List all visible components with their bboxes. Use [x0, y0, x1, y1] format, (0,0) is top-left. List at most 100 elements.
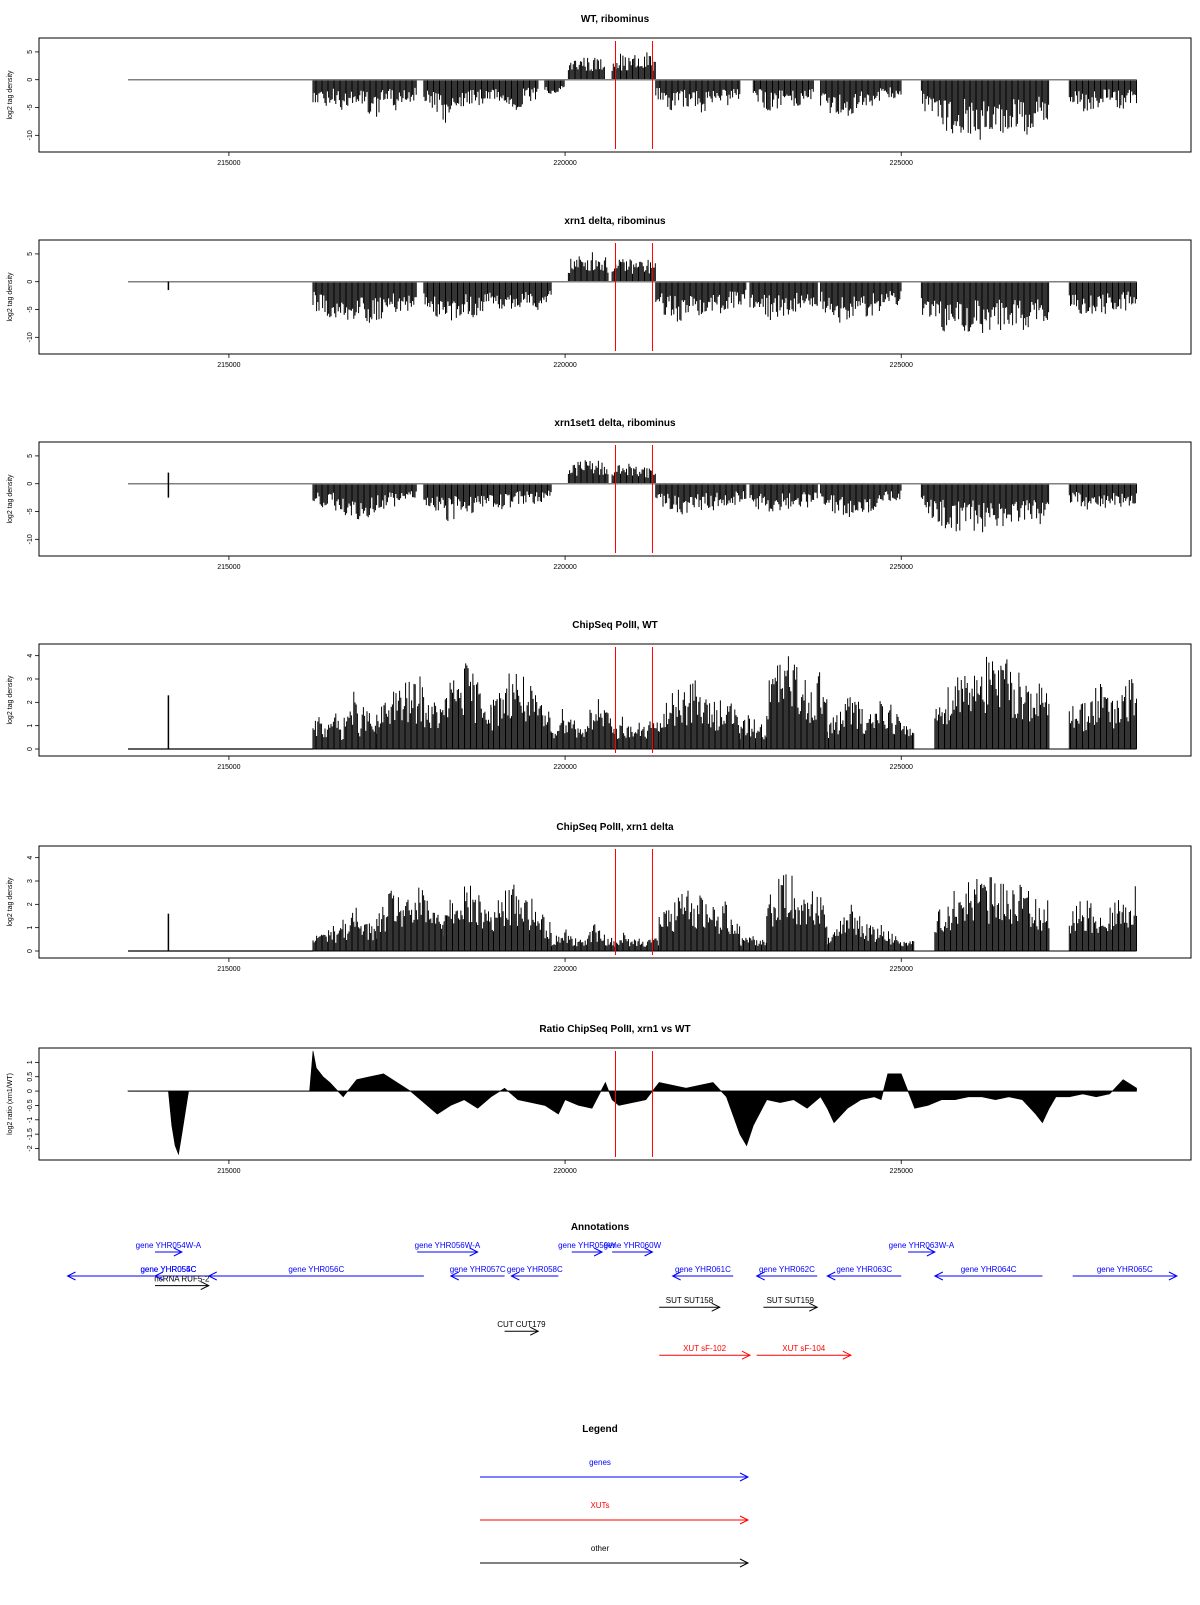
feature-label: gene YHR054C — [140, 1265, 196, 1274]
signal-bars — [443, 885, 492, 951]
feature-arrowhead-icon — [842, 1350, 852, 1360]
signal-segment — [920, 79, 1050, 140]
signal-segment — [820, 483, 902, 517]
y-axis-label: log2 ratio (xrn1/WT) — [7, 1073, 14, 1135]
signal-bars — [739, 715, 767, 749]
signal-bars — [423, 483, 552, 521]
chart-panel-5: ChipSeq PolII, xrn1 delta log2 tag densit… — [7, 822, 1192, 973]
signal-bars — [443, 663, 492, 749]
feature-label: SUT SUT159 — [767, 1296, 815, 1305]
signal-segment — [567, 57, 605, 80]
signal-bars — [820, 483, 902, 517]
signal-bars — [749, 281, 818, 320]
y-axis-label: log2 tag density — [7, 272, 14, 322]
signal-bars — [934, 877, 1050, 951]
signal-bars — [655, 483, 747, 515]
plot-frame — [38, 845, 1192, 959]
signal-segment — [655, 483, 747, 515]
y-axis-label: log2 tag density — [7, 70, 14, 120]
feature-arrowhead-icon — [449, 1271, 460, 1281]
feature-arrowhead-icon — [926, 1247, 936, 1257]
feature-arrowhead-icon — [671, 1271, 681, 1281]
feature-arrowhead-icon — [593, 1247, 604, 1257]
plot-area — [128, 874, 1137, 952]
y-tick-label: 3 — [27, 677, 34, 681]
feature-label: ncRNA RUF5-2 — [154, 1275, 210, 1284]
feature-arrowhead-icon — [755, 1271, 765, 1281]
legend-item: XUTs — [480, 1501, 750, 1525]
y-tick-label: 0 — [27, 1089, 34, 1093]
signal-segment — [820, 281, 902, 323]
y-tick-label: -2 — [27, 1145, 34, 1151]
feature-arrowhead-icon — [529, 1326, 540, 1336]
legend-arrowhead-icon — [739, 1558, 750, 1568]
feature-arrowhead-icon — [66, 1271, 76, 1281]
signal-bars — [611, 463, 656, 484]
signal-segment — [443, 885, 492, 951]
signal-segment — [920, 483, 1050, 533]
feature-label: gene YHR057C — [450, 1265, 506, 1274]
signal-bars — [658, 680, 741, 749]
x-tick-label: 215000 — [217, 564, 240, 571]
signal-segment — [312, 483, 417, 520]
signal-bars — [551, 699, 659, 749]
signal-bars — [1068, 79, 1137, 112]
feature-arrowhead-icon — [741, 1350, 752, 1360]
x-tick-label: 220000 — [553, 160, 576, 167]
feature-label: gene YHR058C — [507, 1265, 563, 1274]
plot-area — [128, 460, 1137, 533]
signal-segment — [1068, 483, 1137, 510]
x-tick-label: 220000 — [553, 966, 576, 973]
legend-arrowhead-icon — [739, 1515, 750, 1525]
feature-arrowhead-icon — [173, 1247, 183, 1257]
signal-segment — [376, 676, 445, 749]
signal-bars — [611, 52, 656, 80]
x-tick-label: 225000 — [890, 764, 913, 771]
feature-arrowhead-icon — [644, 1247, 654, 1257]
x-tick-label: 225000 — [890, 362, 913, 369]
signal-bars — [312, 281, 417, 323]
y-tick-label: 0 — [27, 747, 34, 751]
feature-label: gene YHR063C — [836, 1265, 892, 1274]
y-tick-label: 1 — [27, 1060, 34, 1064]
feature-label: gene YHR056W-A — [415, 1241, 481, 1250]
signal-segment — [1068, 281, 1137, 314]
signal-bars — [820, 79, 902, 116]
y-tick-label: 1 — [27, 926, 34, 930]
signal-bars — [739, 936, 767, 951]
x-tick-label: 220000 — [553, 564, 576, 571]
feature-arrowhead-icon — [711, 1302, 721, 1312]
x-tick-label: 215000 — [217, 362, 240, 369]
signal-segment — [934, 877, 1050, 951]
signal-bars — [376, 887, 445, 951]
signal-bars — [658, 890, 741, 951]
feature-label: gene YHR060W — [603, 1241, 661, 1250]
annotations-panel: Annotations gene YHR054C gene YHR054W-A gen… — [66, 1222, 1179, 1360]
signal-bars — [766, 656, 828, 749]
signal-bars — [1068, 281, 1137, 314]
chart-panel-1: WT, ribominus log2 tag density -10 -5 0 5 2150… — [7, 14, 1192, 167]
chart-panel-6: Ratio ChipSeq PolII, xrn1 vs WT log2 rati… — [7, 1024, 1192, 1175]
signal-bars — [611, 259, 656, 282]
plot-frame — [38, 239, 1192, 355]
x-tick-label: 220000 — [553, 764, 576, 771]
signal-bars — [551, 924, 659, 951]
x-tick-label: 220000 — [553, 362, 576, 369]
y-tick-label: 2 — [27, 700, 34, 704]
legend-item: other — [480, 1544, 750, 1568]
signal-bars — [749, 483, 818, 512]
signal-segment — [658, 890, 741, 951]
feature-label: XUT sF-102 — [683, 1344, 727, 1353]
y-axis-label: log2 tag density — [7, 474, 14, 524]
annotation-feature: ncRNA RUF5-2 — [154, 1275, 210, 1291]
y-tick-label: -10 — [27, 534, 34, 544]
x-tick-label: 225000 — [890, 966, 913, 973]
signal-bars — [567, 460, 609, 484]
feature-arrowhead-icon — [808, 1302, 819, 1312]
annotation-feature: gene YHR054W-A — [136, 1241, 202, 1257]
feature-label: gene YHR055C — [140, 1265, 196, 1274]
annotation-feature: SUT SUT159 — [763, 1296, 819, 1312]
signal-bars — [920, 79, 1050, 140]
signal-segment — [611, 52, 656, 80]
signal-bars — [490, 884, 552, 951]
